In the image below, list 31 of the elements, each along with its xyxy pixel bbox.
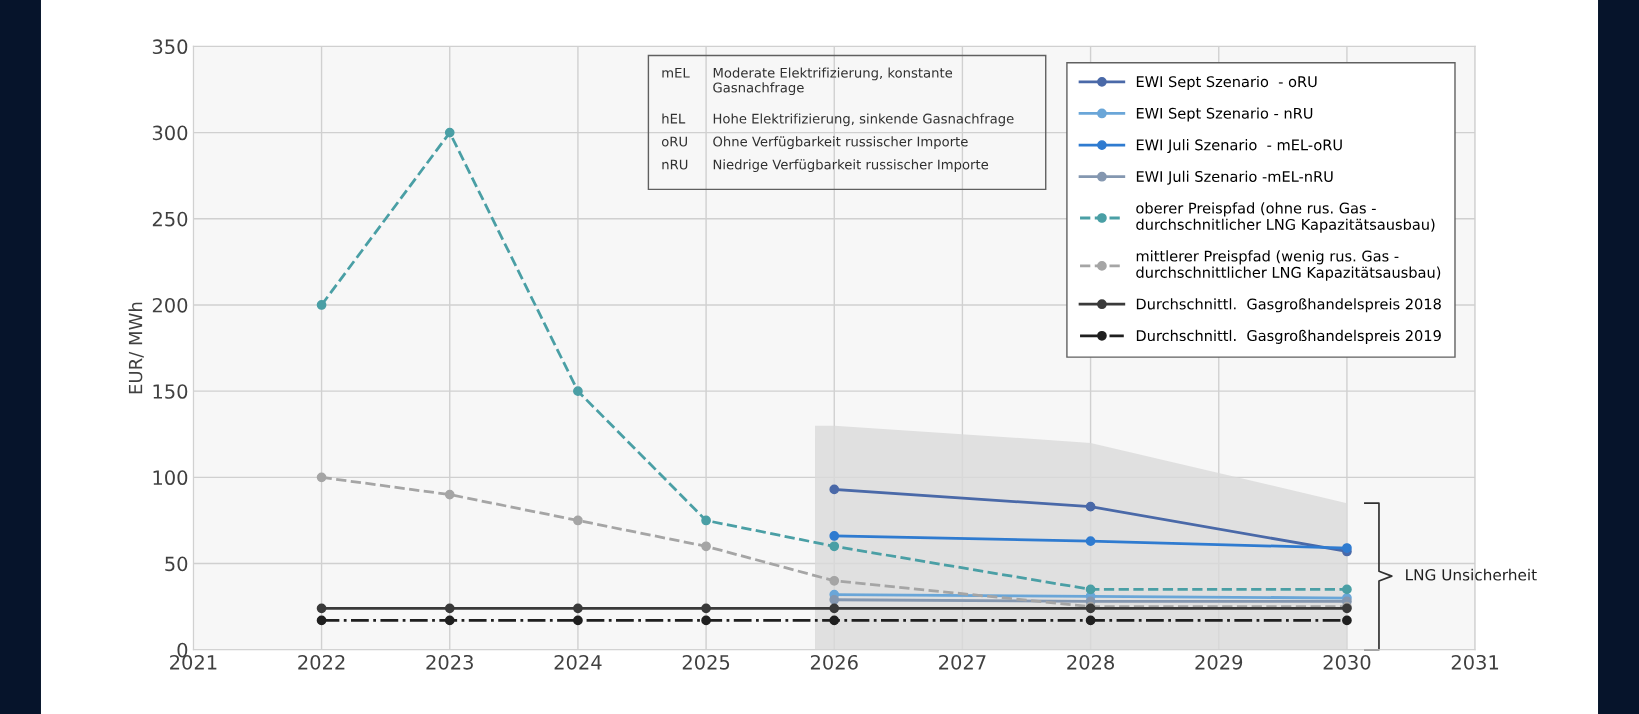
y-tick-label: 300 bbox=[152, 125, 188, 141]
x-tick-label: 2025 bbox=[682, 654, 730, 670]
legend-label: mittlerer Preispfad (wenig rus. Gas - durchschnittlicher LNG Kapazitätsausbau) bbox=[1136, 250, 1441, 281]
x-tick-label: 2022 bbox=[298, 654, 345, 670]
annotation: LNG Unsicherheit bbox=[1406, 568, 1537, 581]
text: mEL Moderate Elektrifizierung, konstante Gasnachfrage bbox=[662, 67, 953, 96]
legend-label: EWI Juli Szenario - mEL-oRU bbox=[1136, 139, 1342, 154]
legend-label: EWI Sept Szenario - nRU bbox=[1136, 107, 1313, 122]
y-tick-label: 50 bbox=[165, 556, 188, 572]
y-tick-label: 100 bbox=[153, 470, 188, 486]
legend-label: oberer Preispfad (ohne rus. Gas - durchschnitlicher LNG Kapazitätsausbau) bbox=[1136, 202, 1435, 233]
y-tick-label: 250 bbox=[152, 211, 188, 227]
text: nRU Niedrige Verfügbarkeit russischer Importe bbox=[662, 159, 989, 172]
y-tick-label: 150 bbox=[153, 384, 188, 399]
text: oRU Ohne Verfügbarkeit russischer Importe bbox=[661, 136, 968, 150]
y-tick-label: 350 bbox=[152, 39, 188, 55]
legend-label: EWI Juli Szenario -mEL-nRU bbox=[1136, 170, 1333, 185]
legend-label: EWI Sept Szenario - oRU bbox=[1136, 75, 1317, 90]
x-tick-label: 2030 bbox=[1323, 654, 1371, 670]
x-tick-label: 2024 bbox=[554, 654, 602, 670]
x-tick-label: 2029 bbox=[1195, 654, 1243, 670]
x-tick-label: 2031 bbox=[1451, 654, 1499, 670]
legend-label: Durchschnittl. Gasgroßhandelspreis 2018 bbox=[1136, 298, 1441, 313]
x-tick-label: 2027 bbox=[939, 654, 986, 670]
text: hEL Hohe Elektrifizierung, sinkende Gasnachfrage bbox=[662, 113, 1014, 127]
legend-label: Durchschnittl. Gasgroßhandelspreis 2019 bbox=[1136, 329, 1441, 344]
x-tick-label: 2026 bbox=[810, 654, 858, 670]
x-tick-label: 2028 bbox=[1067, 654, 1114, 670]
y-tick-label: 200 bbox=[152, 297, 188, 313]
y-axis-title: EUR/ MWh bbox=[128, 302, 144, 394]
x-tick-label: 2023 bbox=[426, 654, 473, 670]
